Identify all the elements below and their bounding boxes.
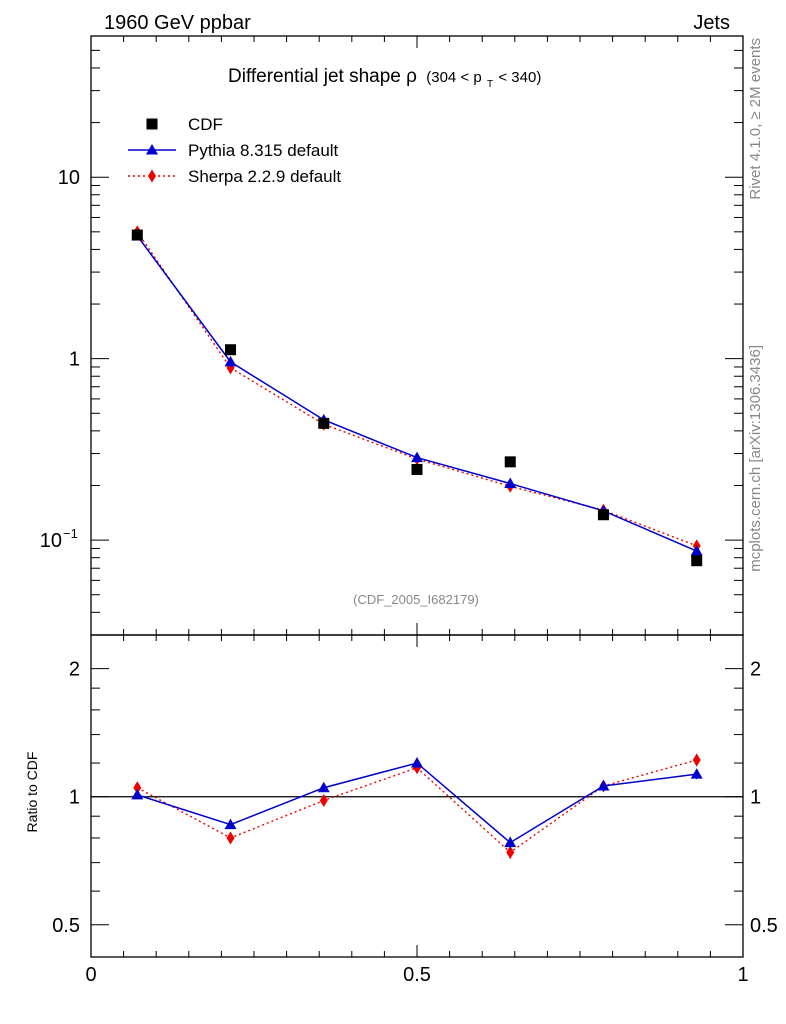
main-pythia-point (224, 355, 237, 367)
main-title-text: Differential jet shape ρ (228, 66, 417, 87)
ratio-y-tick-label-right: 0.5 (750, 915, 778, 937)
ratio-pythia-line (137, 762, 697, 844)
y-tick-exponent: −1 (63, 526, 78, 541)
ratio-pythia-point (504, 836, 517, 848)
main-pythia-point (690, 545, 703, 556)
ratio-pythia-point (690, 768, 703, 779)
ratio-plot-frame (90, 634, 744, 958)
main-cdf-point (504, 456, 516, 468)
ratio-y-tick-label: 0.5 (52, 915, 80, 937)
ratio-y-tick-label: 2 (69, 659, 80, 681)
main-title-range-prefix: (304 < p (426, 69, 481, 86)
y-tick-label: 10 (58, 167, 80, 189)
mcplots-label: mcplots.cern.ch [arXiv:1306.3436] (747, 345, 764, 572)
main-pythia-point (411, 451, 423, 463)
ratio-y-tick-label: 1 (69, 787, 80, 809)
main-pythia-point (504, 477, 517, 489)
y-tick-label: 1 (69, 349, 80, 371)
ratio-y-tick-label-right: 2 (750, 659, 761, 681)
main-sherpa-line (136, 231, 697, 547)
ratio-pythia-point (224, 818, 237, 830)
legend-pythia-label: Pythia 8.315 default (188, 141, 339, 160)
x-tick-label: 0.5 (403, 964, 431, 986)
main-title-range-sub: T (487, 79, 493, 90)
x-tick-label: 1 (737, 964, 748, 986)
energy-label: 1960 GeV ppbar (104, 12, 251, 34)
main-title-range-suffix: < 340) (498, 69, 541, 86)
x-tick-label: 0 (85, 964, 96, 986)
legend-pythia-marker (146, 144, 158, 155)
ratio-sherpa-point (319, 793, 328, 807)
analysis-label: (CDF_2005_I682179) (353, 592, 479, 607)
ratio-sherpa-point (506, 845, 515, 859)
process-label: Jets (693, 12, 730, 34)
y-tick-label: 10 (40, 530, 62, 552)
main-cdf-point (691, 555, 703, 567)
main-cdf-point (225, 344, 237, 356)
ratio-y-tick-label-right: 1 (750, 787, 761, 809)
legend-sherpa-marker (148, 169, 156, 183)
ratio-pythia-point (317, 781, 330, 793)
ratio-sherpa-point (226, 831, 235, 845)
ratio-pythia-point (131, 788, 144, 800)
main-cdf-point (411, 464, 423, 476)
legend-cdf-label: CDF (188, 115, 223, 134)
main-pythia-line (136, 235, 698, 552)
main-title: Differential jet shape ρ (304 < p T < 34… (228, 66, 541, 92)
legend-sherpa-label: Sherpa 2.2.9 default (188, 167, 341, 186)
ratio-sherpa-point (133, 781, 142, 795)
main-cdf-point (318, 417, 330, 429)
ratio-sherpa-point (692, 753, 701, 767)
main-cdf-point (597, 509, 609, 521)
legend-cdf-marker (146, 118, 158, 130)
ratio-ylabel: Ratio to CDF (24, 752, 40, 833)
rivet-version-label: Rivet 4.1.0, ≥ 2M events (747, 38, 764, 200)
ratio-pythia-point (411, 757, 423, 768)
ratio-pythia-point (597, 779, 610, 791)
main-cdf-point (131, 229, 143, 241)
